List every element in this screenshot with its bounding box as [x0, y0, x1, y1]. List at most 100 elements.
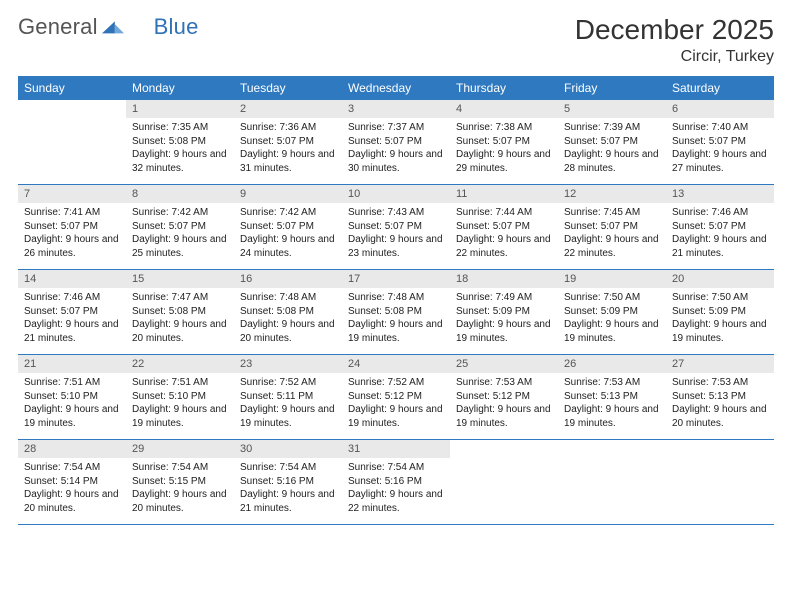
calendar-cell: 1Sunrise: 7:35 AMSunset: 5:08 PMDaylight… [126, 100, 234, 185]
logo-triangle-icon [102, 14, 124, 40]
sunrise-line: Sunrise: 7:46 AM [672, 206, 768, 220]
day-details: Sunrise: 7:48 AMSunset: 5:08 PMDaylight:… [234, 288, 342, 351]
calendar-body: 1Sunrise: 7:35 AMSunset: 5:08 PMDaylight… [18, 100, 774, 525]
calendar-cell: 10Sunrise: 7:43 AMSunset: 5:07 PMDayligh… [342, 185, 450, 270]
sunset-line: Sunset: 5:14 PM [24, 475, 120, 489]
sunrise-line: Sunrise: 7:53 AM [564, 376, 660, 390]
calendar-cell: 14Sunrise: 7:46 AMSunset: 5:07 PMDayligh… [18, 270, 126, 355]
dow-thursday: Thursday [450, 76, 558, 100]
sunrise-line: Sunrise: 7:54 AM [348, 461, 444, 475]
day-number: 29 [126, 440, 234, 458]
calendar-cell: 13Sunrise: 7:46 AMSunset: 5:07 PMDayligh… [666, 185, 774, 270]
daylight-line: Daylight: 9 hours and 21 minutes. [240, 488, 336, 515]
sunset-line: Sunset: 5:10 PM [24, 390, 120, 404]
daylight-line: Daylight: 9 hours and 28 minutes. [564, 148, 660, 175]
calendar-cell: 9Sunrise: 7:42 AMSunset: 5:07 PMDaylight… [234, 185, 342, 270]
daylight-line: Daylight: 9 hours and 24 minutes. [240, 233, 336, 260]
day-details: Sunrise: 7:42 AMSunset: 5:07 PMDaylight:… [126, 203, 234, 266]
calendar-row: 1Sunrise: 7:35 AMSunset: 5:08 PMDaylight… [18, 100, 774, 185]
sunset-line: Sunset: 5:07 PM [348, 220, 444, 234]
day-number: 19 [558, 270, 666, 288]
sunset-line: Sunset: 5:15 PM [132, 475, 228, 489]
dow-monday: Monday [126, 76, 234, 100]
sunset-line: Sunset: 5:07 PM [672, 220, 768, 234]
sunset-line: Sunset: 5:07 PM [24, 305, 120, 319]
daylight-line: Daylight: 9 hours and 19 minutes. [348, 318, 444, 345]
daylight-line: Daylight: 9 hours and 22 minutes. [456, 233, 552, 260]
sunset-line: Sunset: 5:07 PM [132, 220, 228, 234]
day-number: 4 [450, 100, 558, 118]
day-details: Sunrise: 7:54 AMSunset: 5:16 PMDaylight:… [234, 458, 342, 521]
sunset-line: Sunset: 5:07 PM [456, 220, 552, 234]
sunrise-line: Sunrise: 7:51 AM [132, 376, 228, 390]
day-of-week-row: Sunday Monday Tuesday Wednesday Thursday… [18, 76, 774, 100]
daylight-line: Daylight: 9 hours and 19 minutes. [456, 403, 552, 430]
daylight-line: Daylight: 9 hours and 31 minutes. [240, 148, 336, 175]
sunrise-line: Sunrise: 7:52 AM [240, 376, 336, 390]
sunrise-line: Sunrise: 7:39 AM [564, 121, 660, 135]
day-details: Sunrise: 7:53 AMSunset: 5:12 PMDaylight:… [450, 373, 558, 436]
daylight-line: Daylight: 9 hours and 21 minutes. [672, 233, 768, 260]
day-details: Sunrise: 7:50 AMSunset: 5:09 PMDaylight:… [558, 288, 666, 351]
sunset-line: Sunset: 5:11 PM [240, 390, 336, 404]
sunrise-line: Sunrise: 7:53 AM [672, 376, 768, 390]
calendar-cell: 16Sunrise: 7:48 AMSunset: 5:08 PMDayligh… [234, 270, 342, 355]
daylight-line: Daylight: 9 hours and 20 minutes. [672, 403, 768, 430]
calendar-cell: 19Sunrise: 7:50 AMSunset: 5:09 PMDayligh… [558, 270, 666, 355]
calendar-cell: 24Sunrise: 7:52 AMSunset: 5:12 PMDayligh… [342, 355, 450, 440]
calendar-cell: 7Sunrise: 7:41 AMSunset: 5:07 PMDaylight… [18, 185, 126, 270]
day-details: Sunrise: 7:47 AMSunset: 5:08 PMDaylight:… [126, 288, 234, 351]
sunrise-line: Sunrise: 7:38 AM [456, 121, 552, 135]
day-number: 27 [666, 355, 774, 373]
day-number: 23 [234, 355, 342, 373]
day-details: Sunrise: 7:50 AMSunset: 5:09 PMDaylight:… [666, 288, 774, 351]
dow-wednesday: Wednesday [342, 76, 450, 100]
sunset-line: Sunset: 5:09 PM [672, 305, 768, 319]
calendar-cell [18, 100, 126, 185]
day-details: Sunrise: 7:49 AMSunset: 5:09 PMDaylight:… [450, 288, 558, 351]
daylight-line: Daylight: 9 hours and 22 minutes. [348, 488, 444, 515]
calendar-cell: 12Sunrise: 7:45 AMSunset: 5:07 PMDayligh… [558, 185, 666, 270]
day-details: Sunrise: 7:53 AMSunset: 5:13 PMDaylight:… [558, 373, 666, 436]
sunset-line: Sunset: 5:16 PM [240, 475, 336, 489]
day-number: 25 [450, 355, 558, 373]
day-details: Sunrise: 7:46 AMSunset: 5:07 PMDaylight:… [666, 203, 774, 266]
daylight-line: Daylight: 9 hours and 30 minutes. [348, 148, 444, 175]
daylight-line: Daylight: 9 hours and 29 minutes. [456, 148, 552, 175]
day-details: Sunrise: 7:43 AMSunset: 5:07 PMDaylight:… [342, 203, 450, 266]
title-block: December 2025 Circir, Turkey [575, 14, 774, 72]
daylight-line: Daylight: 9 hours and 19 minutes. [564, 318, 660, 345]
sunrise-line: Sunrise: 7:54 AM [132, 461, 228, 475]
day-details: Sunrise: 7:39 AMSunset: 5:07 PMDaylight:… [558, 118, 666, 181]
day-details: Sunrise: 7:44 AMSunset: 5:07 PMDaylight:… [450, 203, 558, 266]
sunset-line: Sunset: 5:07 PM [240, 135, 336, 149]
day-number: 12 [558, 185, 666, 203]
day-number: 26 [558, 355, 666, 373]
day-number: 6 [666, 100, 774, 118]
sunrise-line: Sunrise: 7:44 AM [456, 206, 552, 220]
daylight-line: Daylight: 9 hours and 19 minutes. [672, 318, 768, 345]
sunrise-line: Sunrise: 7:52 AM [348, 376, 444, 390]
daylight-line: Daylight: 9 hours and 19 minutes. [456, 318, 552, 345]
day-number: 22 [126, 355, 234, 373]
logo-text-blue: Blue [154, 14, 199, 40]
sunset-line: Sunset: 5:13 PM [672, 390, 768, 404]
day-details: Sunrise: 7:42 AMSunset: 5:07 PMDaylight:… [234, 203, 342, 266]
sunset-line: Sunset: 5:08 PM [132, 135, 228, 149]
sunset-line: Sunset: 5:12 PM [456, 390, 552, 404]
calendar-cell: 27 Sunrise: 7:53 AMSunset: 5:13 PMDayligh… [666, 355, 774, 440]
day-number: 2 [234, 100, 342, 118]
day-number: 24 [342, 355, 450, 373]
day-number: 13 [666, 185, 774, 203]
sunset-line: Sunset: 5:07 PM [24, 220, 120, 234]
sunrise-line: Sunrise: 7:35 AM [132, 121, 228, 135]
day-details: Sunrise: 7:46 AMSunset: 5:07 PMDaylight:… [18, 288, 126, 351]
sunrise-line: Sunrise: 7:53 AM [456, 376, 552, 390]
day-number: 21 [18, 355, 126, 373]
day-details: Sunrise: 7:54 AMSunset: 5:14 PMDaylight:… [18, 458, 126, 521]
day-details: Sunrise: 7:41 AMSunset: 5:07 PMDaylight:… [18, 203, 126, 266]
calendar-cell: 30Sunrise: 7:54 AMSunset: 5:16 PMDayligh… [234, 440, 342, 525]
sunset-line: Sunset: 5:13 PM [564, 390, 660, 404]
sunset-line: Sunset: 5:08 PM [132, 305, 228, 319]
daylight-line: Daylight: 9 hours and 26 minutes. [24, 233, 120, 260]
